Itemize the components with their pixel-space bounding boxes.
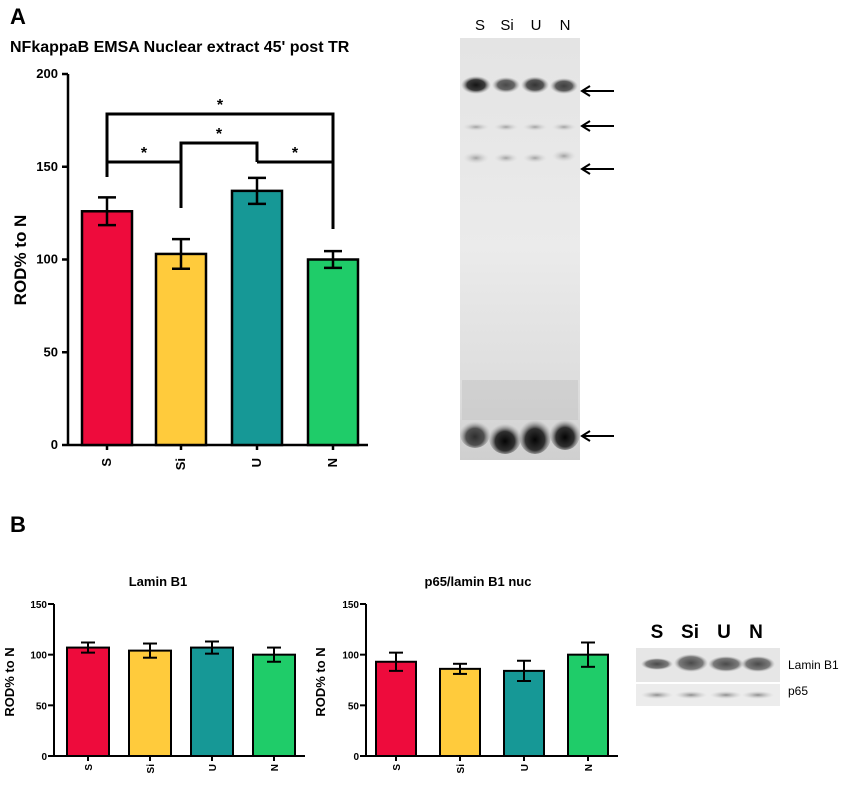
chart-a-title: NFkappaB EMSA Nuclear extract 45' post T… (10, 39, 350, 56)
gel-band (550, 78, 578, 94)
bar (306, 258, 360, 447)
bar (252, 653, 296, 758)
p65-lamin-bar-chart: p65/lamin B1 nuc ROD% to N 0 50 100 150 S Si U… (313, 574, 618, 773)
y-tick-label: 50 (36, 701, 48, 712)
significance-bracket (105, 160, 183, 208)
blot-label-p65: p65 (788, 684, 808, 698)
x-tick-label: S (99, 458, 114, 467)
blot-label-lamin: Lamin B1 (788, 658, 839, 672)
bar (128, 649, 172, 758)
blot-band (708, 656, 744, 672)
chart-b1-ylabel: ROD% to N (2, 647, 17, 716)
gel-band (523, 123, 547, 131)
significance-star: * (141, 145, 148, 162)
blot-lane-label: S (651, 622, 664, 643)
x-tick-label: U (520, 764, 531, 771)
blot-lane-label: U (717, 622, 731, 643)
bar (66, 646, 110, 757)
emsa-gel-image: S Si U N (460, 17, 614, 460)
y-tick-label: 0 (353, 752, 359, 763)
western-blot-image: S Si U N Lamin B1 p65 (636, 622, 839, 706)
gel-smear (462, 380, 578, 420)
bar (503, 669, 545, 758)
blot-lane-label: Si (681, 622, 699, 643)
chart-b2-ylabel: ROD% to N (313, 647, 328, 716)
blot-band (710, 691, 742, 699)
lamin-b1-bar-chart: Lamin B1 ROD% to N 0 50 100 150 S Si U N (2, 574, 305, 773)
significance-bracket (105, 112, 335, 229)
gel-band (521, 76, 549, 94)
gel-band (552, 150, 576, 162)
bar (439, 667, 481, 757)
x-tick-label: Si (456, 764, 467, 774)
significance-star: * (217, 97, 224, 114)
bar (80, 210, 134, 447)
x-tick-label: U (208, 764, 219, 771)
blot-lane-label: N (749, 622, 763, 643)
x-tick-label: Si (173, 458, 188, 470)
gel-lane-label: S (475, 17, 485, 34)
gel-band (492, 77, 520, 93)
gel-free-probe (489, 422, 521, 454)
panel-a-letter: A (10, 4, 26, 29)
gel-lane-label: Si (500, 17, 513, 34)
gel-free-probe (460, 420, 490, 448)
blot-band (641, 658, 673, 670)
bar (230, 189, 284, 447)
x-tick-label: U (249, 458, 264, 467)
x-tick-label: N (270, 764, 281, 771)
gel-lane-label: U (531, 17, 542, 34)
y-tick-label: 150 (30, 600, 47, 611)
x-tick-label: N (584, 764, 595, 771)
bar (190, 646, 234, 757)
x-tick-label: S (392, 764, 403, 771)
gel-band (494, 153, 518, 163)
gel-band (461, 76, 491, 94)
y-tick-label: 100 (36, 252, 58, 267)
x-tick-label: N (325, 458, 340, 467)
arrow-icon (580, 85, 591, 97)
gel-band (494, 123, 518, 131)
significance-bracket (179, 141, 259, 208)
x-tick-label: Si (146, 764, 157, 774)
y-tick-label: 150 (36, 159, 58, 174)
panel-b-letter: B (10, 512, 26, 537)
blot-band (741, 656, 775, 672)
gel-lane-label: N (560, 17, 571, 34)
bar (375, 660, 417, 758)
gel-band (463, 152, 489, 164)
y-tick-label: 100 (342, 651, 359, 662)
gel-band (463, 123, 489, 131)
chart-b2-title: p65/lamin B1 nuc (425, 574, 532, 589)
chart-a-ylabel: ROD% to N (11, 215, 30, 306)
gel-band (523, 153, 547, 163)
blot-band (641, 691, 673, 699)
y-tick-label: 0 (51, 437, 58, 452)
chart-b1-title: Lamin B1 (129, 574, 188, 589)
y-tick-label: 200 (36, 66, 58, 81)
y-tick-label: 0 (41, 752, 47, 763)
emsa-bar-chart: NFkappaB EMSA Nuclear extract 45' post T… (10, 39, 368, 470)
gel-free-probe (550, 418, 580, 450)
arrow-icon (580, 163, 591, 175)
y-tick-label: 50 (44, 344, 58, 359)
bar (567, 653, 609, 758)
blot-band (742, 691, 774, 699)
bar (154, 252, 208, 447)
y-tick-label: 150 (342, 600, 359, 611)
arrow-icon (580, 430, 591, 442)
significance-star: * (292, 145, 299, 162)
x-tick-label: S (84, 764, 95, 771)
gel-free-probe (519, 418, 551, 454)
blot-band (675, 691, 707, 699)
blot-p65-strip (636, 684, 780, 706)
significance-star: * (216, 126, 223, 143)
blot-band (674, 654, 708, 672)
y-tick-label: 50 (348, 701, 360, 712)
y-tick-label: 100 (30, 651, 47, 662)
gel-band (552, 123, 576, 131)
arrow-icon (580, 120, 591, 132)
